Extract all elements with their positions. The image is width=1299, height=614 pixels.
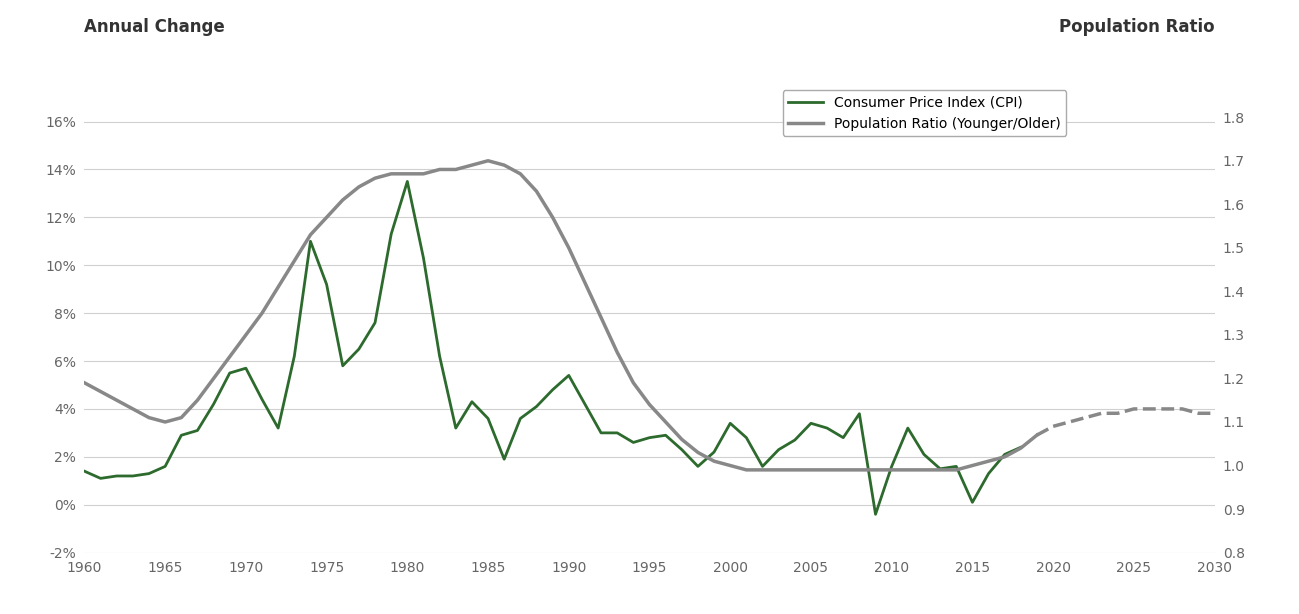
Consumer Price Index (CPI): [400, 177, 416, 185]
Consumer Price Index (CPI): [770, 446, 786, 453]
Consumer Price Index (CPI): [577, 400, 592, 408]
Consumer Price Index (CPI): [868, 511, 883, 518]
Population Ratio (Younger/Older): [481, 157, 496, 165]
Population Ratio (Younger/Older): [690, 449, 705, 456]
Population Ratio (Younger/Older): [400, 170, 416, 177]
Consumer Price Index (CPI): [77, 467, 92, 475]
Text: Annual Change: Annual Change: [84, 18, 225, 36]
Legend: Consumer Price Index (CPI), Population Ratio (Younger/Older): Consumer Price Index (CPI), Population R…: [783, 90, 1066, 136]
Consumer Price Index (CPI): [222, 369, 238, 376]
Line: Consumer Price Index (CPI): Consumer Price Index (CPI): [84, 181, 1021, 515]
Population Ratio (Younger/Older): [77, 379, 92, 386]
Consumer Price Index (CPI): [1013, 443, 1029, 451]
Consumer Price Index (CPI): [174, 432, 190, 439]
Population Ratio (Younger/Older): [318, 214, 334, 221]
Population Ratio (Younger/Older): [1029, 432, 1044, 439]
Population Ratio (Younger/Older): [238, 331, 253, 338]
Text: Population Ratio: Population Ratio: [1059, 18, 1215, 36]
Population Ratio (Younger/Older): [383, 170, 399, 177]
Line: Population Ratio (Younger/Older): Population Ratio (Younger/Older): [84, 161, 1037, 470]
Population Ratio (Younger/Older): [351, 183, 366, 190]
Population Ratio (Younger/Older): [739, 466, 755, 473]
Consumer Price Index (CPI): [109, 472, 125, 480]
Consumer Price Index (CPI): [318, 281, 334, 288]
